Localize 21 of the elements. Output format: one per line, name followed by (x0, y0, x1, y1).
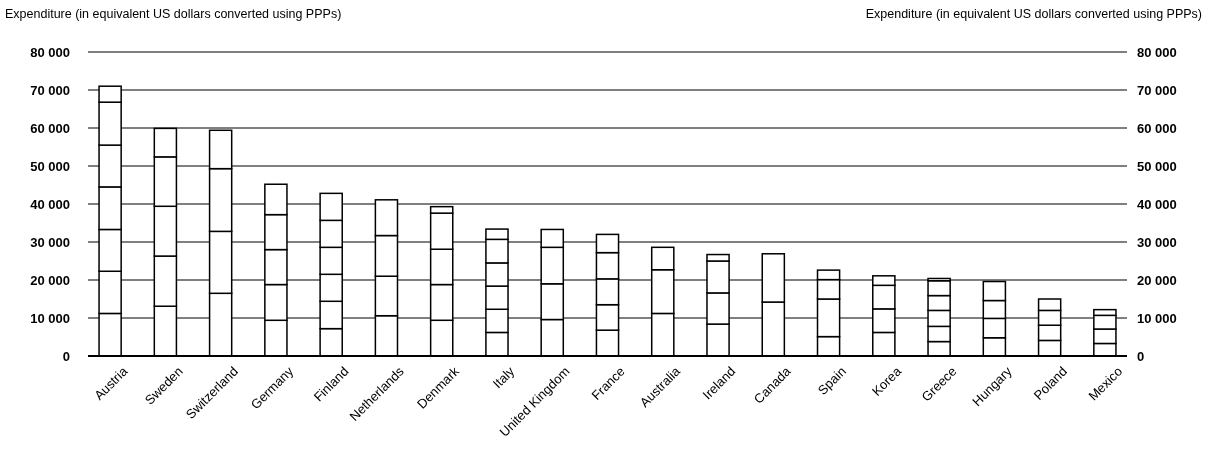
y2-tick-label: 40 000 (1137, 196, 1177, 212)
y2-tick-label: 50 000 (1137, 158, 1177, 174)
y-tick-label: 20 000 (30, 272, 70, 288)
y2-tick-label: 10 000 (1137, 310, 1177, 326)
y2-tick-label: 70 000 (1137, 82, 1177, 98)
y-tick-label: 10 000 (30, 310, 70, 326)
y2-tick-label: 30 000 (1137, 234, 1177, 250)
y2-tick-label: 20 000 (1137, 272, 1177, 288)
y-tick-label: 30 000 (30, 234, 70, 250)
x-tick-label: Italy (489, 363, 518, 392)
y-tick-label: 40 000 (30, 196, 70, 212)
y-tick-label: 80 000 (30, 44, 70, 60)
y-tick-label: 60 000 (30, 120, 70, 136)
y-tick-label: 50 000 (30, 158, 70, 174)
y2-tick-label: 0 (1137, 348, 1145, 364)
y-axis-title: Expenditure (in equivalent US dollars converted using PPPs) (5, 7, 342, 21)
y2-axis-title: Expenditure (in equivalent US dollars converted using PPPs) (865, 7, 1202, 21)
y-tick-label: 0 (62, 348, 70, 364)
y2-tick-label: 60 000 (1137, 120, 1177, 136)
y2-tick-label: 80 000 (1137, 44, 1177, 60)
y-tick-label: 70 000 (30, 82, 70, 98)
